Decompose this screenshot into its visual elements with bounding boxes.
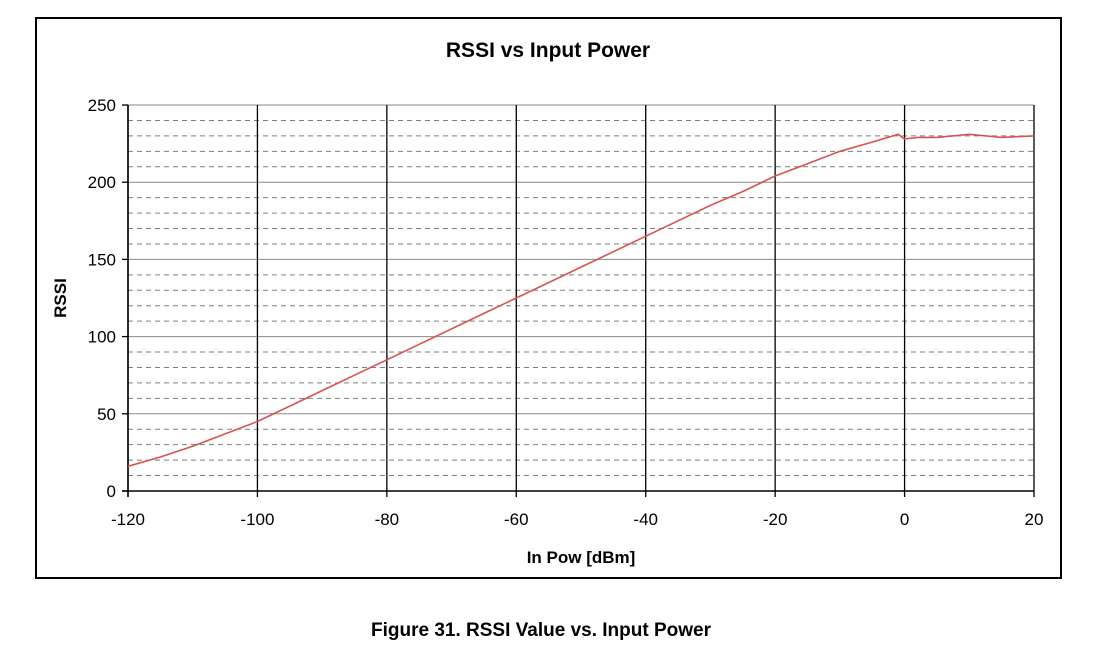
y-tick-label: 100 [88, 328, 116, 347]
x-axis-label: In Pow [dBm] [527, 548, 636, 567]
x-tick-label: -100 [240, 510, 274, 529]
y-tick-label: 50 [97, 405, 116, 424]
chart-frame [35, 17, 1062, 579]
x-tick-label: -40 [633, 510, 658, 529]
x-tick-label: -20 [763, 510, 788, 529]
figure-caption: Figure 31. RSSI Value vs. Input Power [371, 620, 711, 641]
y-tick-label: 0 [107, 482, 116, 501]
x-tick-label: 20 [1025, 510, 1044, 529]
y-tick-label: 250 [88, 96, 116, 115]
chart-title: RSSI vs Input Power [446, 39, 650, 62]
x-tick-label: 0 [900, 510, 909, 529]
x-tick-label: -60 [504, 510, 529, 529]
y-tick-label: 150 [88, 250, 116, 269]
y-tick-label: 200 [88, 173, 116, 192]
y-axis-label: RSSI [51, 278, 70, 318]
series-line-0 [127, 133, 1035, 468]
x-tick-label: -120 [111, 510, 145, 529]
x-tick-label: -80 [375, 510, 400, 529]
